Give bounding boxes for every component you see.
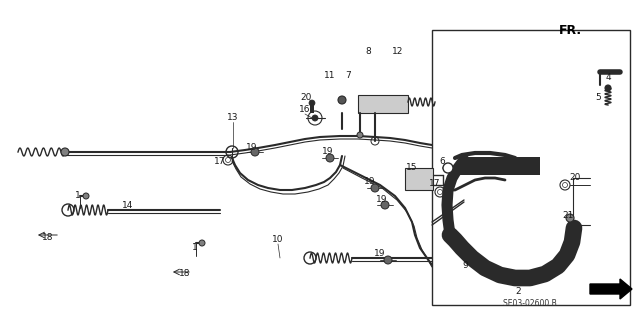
Bar	[358, 95, 408, 113]
Text: 4: 4	[605, 73, 611, 83]
Circle shape	[326, 154, 334, 162]
Text: 19: 19	[246, 144, 258, 152]
Text: 2: 2	[515, 287, 521, 296]
Circle shape	[443, 163, 453, 173]
Bar	[432, 30, 630, 305]
Bar	[460, 157, 540, 175]
Circle shape	[605, 85, 611, 91]
Text: 9: 9	[462, 261, 468, 270]
Text: 17: 17	[214, 158, 226, 167]
Text: 19: 19	[376, 196, 388, 204]
Circle shape	[251, 148, 259, 156]
Text: 10: 10	[272, 235, 284, 244]
Circle shape	[381, 201, 389, 209]
Text: FR.: FR.	[559, 24, 582, 36]
Circle shape	[61, 148, 69, 156]
Text: 19: 19	[364, 177, 376, 187]
Text: 7: 7	[345, 70, 351, 79]
Text: 18: 18	[42, 233, 54, 241]
Text: 16: 16	[300, 106, 311, 115]
Text: 1: 1	[192, 243, 198, 253]
Text: 15: 15	[406, 164, 418, 173]
Circle shape	[384, 256, 392, 264]
Text: 5: 5	[595, 93, 601, 101]
Text: 17: 17	[429, 179, 441, 188]
Text: 20: 20	[300, 93, 312, 101]
Text: 1: 1	[75, 191, 81, 201]
Circle shape	[338, 96, 346, 104]
Circle shape	[83, 193, 89, 199]
Circle shape	[371, 184, 379, 192]
Text: 19: 19	[374, 249, 386, 257]
Text: 20: 20	[570, 174, 580, 182]
Circle shape	[312, 115, 318, 121]
Circle shape	[566, 214, 574, 222]
Text: 8: 8	[365, 48, 371, 56]
Text: 12: 12	[392, 48, 404, 56]
Bar	[310, 103, 314, 113]
Bar	[405, 168, 433, 190]
Text: 13: 13	[227, 114, 239, 122]
Text: 18: 18	[179, 269, 191, 278]
Text: 11: 11	[324, 70, 336, 79]
Text: 21: 21	[563, 211, 573, 219]
Circle shape	[357, 132, 363, 138]
Text: SE03-02600 B: SE03-02600 B	[503, 299, 557, 308]
Text: 6: 6	[439, 158, 445, 167]
Circle shape	[199, 240, 205, 246]
Text: 14: 14	[122, 201, 134, 210]
Polygon shape	[590, 279, 632, 299]
Circle shape	[309, 100, 315, 106]
Text: 19: 19	[323, 147, 333, 157]
